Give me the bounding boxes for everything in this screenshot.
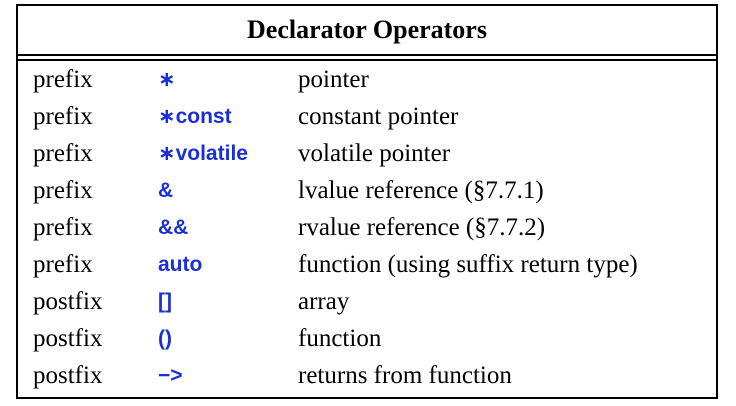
fix-cell: prefix — [33, 213, 93, 241]
table-row: prefix ∗volatile volatile pointer — [18, 135, 716, 172]
table-row: prefix ∗const constant pointer — [18, 98, 716, 135]
meaning-cell: returns from function — [298, 361, 512, 389]
operator-cell: ∗ — [158, 68, 176, 91]
title-divider-bottom — [18, 59, 716, 61]
fix-cell: prefix — [33, 139, 93, 167]
operator-cell: & — [158, 178, 174, 202]
operator-cell: () — [158, 326, 172, 350]
operator-cell: −> — [158, 363, 183, 387]
fix-cell: prefix — [33, 250, 93, 278]
operator-cell: && — [158, 215, 189, 239]
meaning-cell: function (using suffix return type) — [298, 250, 638, 278]
meaning-cell: array — [298, 287, 350, 315]
fix-cell: prefix — [33, 102, 93, 130]
table-body: prefix ∗ pointer prefix ∗const constant … — [18, 61, 716, 394]
meaning-cell: volatile pointer — [298, 139, 451, 167]
fix-cell: postfix — [33, 361, 103, 389]
meaning-cell: rvalue reference (§7.7.2) — [298, 213, 546, 241]
table-title: Declarator Operators — [247, 15, 487, 44]
operator-cell: ∗const — [158, 105, 232, 128]
title-divider-top — [18, 54, 716, 56]
table-row: prefix ∗ pointer — [18, 61, 716, 98]
table-row: prefix & lvalue reference (§7.7.1) — [18, 172, 716, 209]
table-row: prefix && rvalue reference (§7.7.2) — [18, 209, 716, 246]
table-row: postfix () function — [18, 320, 716, 357]
fix-cell: prefix — [33, 176, 93, 204]
meaning-cell: constant pointer — [298, 102, 459, 130]
operator-cell: auto — [158, 252, 203, 276]
table-row: postfix [] array — [18, 283, 716, 320]
meaning-cell: lvalue reference (§7.7.1) — [298, 176, 544, 204]
fix-cell: postfix — [33, 324, 103, 352]
meaning-cell: pointer — [298, 65, 369, 93]
table-row: prefix auto function (using suffix retur… — [18, 246, 716, 283]
fix-cell: prefix — [33, 65, 93, 93]
meaning-cell: function — [298, 324, 382, 352]
table-row: postfix −> returns from function — [18, 357, 716, 394]
operator-cell: ∗volatile — [158, 142, 248, 165]
fix-cell: postfix — [33, 287, 103, 315]
operator-cell: [] — [158, 289, 172, 313]
declarator-operators-table: Declarator Operators prefix ∗ pointer pr… — [16, 4, 718, 399]
